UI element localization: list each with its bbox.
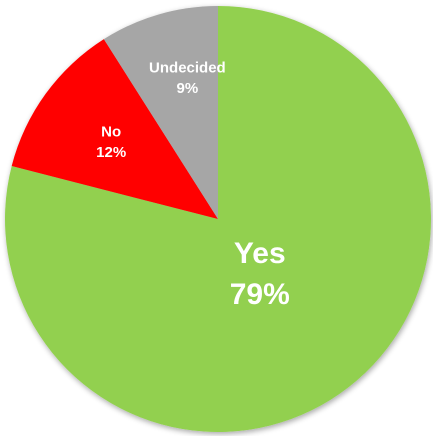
pie-label-yes-category: Yes <box>234 237 286 270</box>
pie-label-yes-value: 79% <box>230 278 290 311</box>
pie-slice-undecided <box>103 6 218 219</box>
pie-labels: Yes 79% No 12% Undecided 9% <box>96 59 290 310</box>
pie-label-no-value: 12% <box>96 144 126 161</box>
pie-label-undecided-value: 9% <box>177 80 199 97</box>
pie-slice-yes <box>5 6 432 432</box>
pie-label-undecided-category: Undecided <box>149 59 226 76</box>
pie-label-no-category: No <box>101 123 121 140</box>
pie-slices <box>5 6 432 432</box>
pie-slice-no <box>11 39 218 219</box>
